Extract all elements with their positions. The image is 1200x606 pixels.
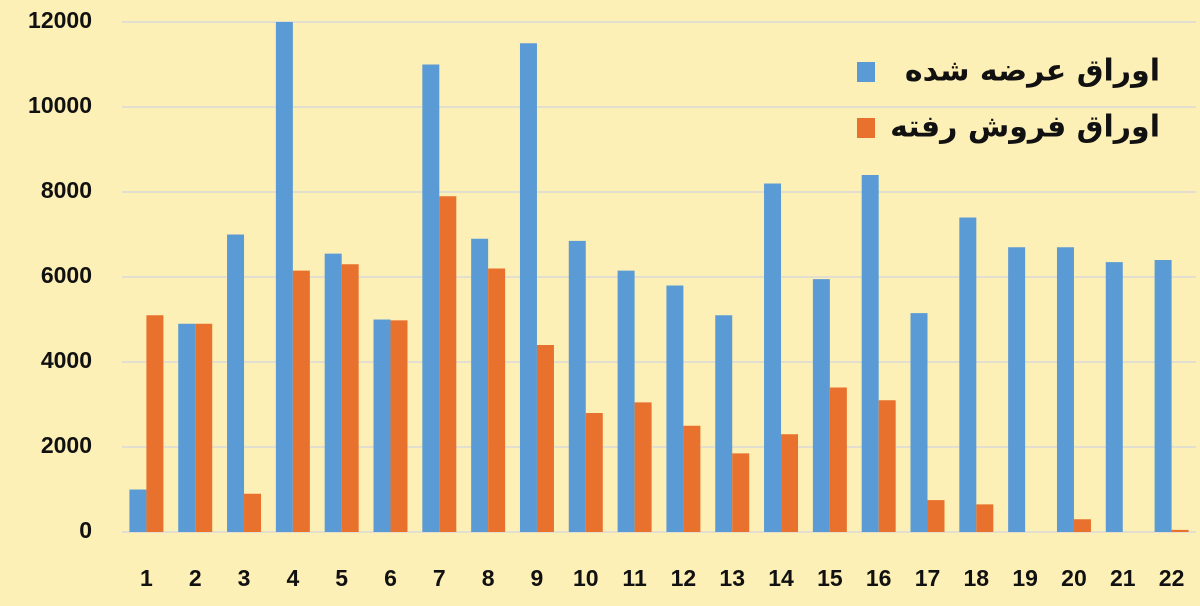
y-tick-label: 12000 <box>28 7 92 33</box>
x-tick-label: 18 <box>964 565 990 591</box>
x-tick-label: 21 <box>1110 565 1136 591</box>
y-tick-label: 8000 <box>41 177 92 203</box>
bar <box>666 285 684 532</box>
bar <box>390 320 408 532</box>
bar <box>373 319 391 532</box>
bar <box>715 315 733 532</box>
bar <box>812 279 830 532</box>
x-tick-label: 11 <box>622 565 647 591</box>
bar <box>634 402 652 532</box>
bar <box>829 387 847 532</box>
x-tick-label: 16 <box>866 565 892 591</box>
bar <box>1105 262 1123 532</box>
bar <box>1073 519 1091 532</box>
bar <box>488 268 506 532</box>
bar <box>781 434 799 532</box>
x-tick-label: 22 <box>1159 565 1185 591</box>
y-tick-label: 2000 <box>41 432 92 458</box>
legend-swatch <box>857 62 875 82</box>
bar <box>129 489 147 532</box>
bar <box>178 323 196 532</box>
bar <box>976 504 994 532</box>
x-tick-label: 4 <box>286 565 299 591</box>
x-tick-label: 1 <box>140 565 153 591</box>
x-tick-label: 9 <box>531 565 544 591</box>
legend-label: اوراق فروش رفته <box>890 110 1160 145</box>
bar <box>683 425 701 532</box>
bar <box>519 43 537 532</box>
bar <box>1154 260 1172 532</box>
x-tick-label: 19 <box>1012 565 1038 591</box>
bar <box>617 270 635 532</box>
bar <box>195 323 213 532</box>
bar <box>471 238 489 532</box>
bar <box>910 313 928 532</box>
x-tick-label: 10 <box>573 565 599 591</box>
bar <box>764 183 782 532</box>
x-tick-label: 20 <box>1061 565 1087 591</box>
x-tick-label: 15 <box>817 565 843 591</box>
bar <box>861 175 879 532</box>
y-tick-label: 0 <box>79 517 92 543</box>
x-tick-label: 13 <box>719 565 745 591</box>
x-tick-label: 12 <box>671 565 697 591</box>
x-tick-label: 7 <box>433 565 446 591</box>
x-tick-label: 3 <box>238 565 251 591</box>
bar <box>959 217 977 532</box>
bar <box>439 196 457 532</box>
bar <box>1008 247 1026 532</box>
bar <box>341 264 359 532</box>
x-tick-label: 8 <box>482 565 495 591</box>
bar <box>568 240 586 532</box>
y-tick-label: 4000 <box>41 347 92 373</box>
bar <box>292 270 310 532</box>
bar <box>324 253 342 532</box>
bar <box>422 64 440 532</box>
bar <box>732 453 750 532</box>
bar <box>146 315 164 532</box>
bar <box>536 345 554 532</box>
legend-swatch <box>857 118 875 138</box>
bar <box>275 22 293 532</box>
x-tick-label: 17 <box>915 565 941 591</box>
bar <box>927 500 945 532</box>
x-tick-label: 2 <box>189 565 202 591</box>
x-tick-label: 14 <box>768 565 794 591</box>
bar <box>1171 529 1189 532</box>
bar <box>244 493 262 532</box>
x-tick-label: 6 <box>384 565 397 591</box>
bar <box>1056 247 1074 532</box>
y-tick-label: 10000 <box>28 92 92 118</box>
bar <box>585 413 603 532</box>
bar <box>878 400 896 532</box>
y-tick-label: 6000 <box>41 262 92 288</box>
x-tick-label: 5 <box>335 565 348 591</box>
legend-label: اوراق عرضه شده <box>905 54 1160 89</box>
bar <box>227 234 245 532</box>
